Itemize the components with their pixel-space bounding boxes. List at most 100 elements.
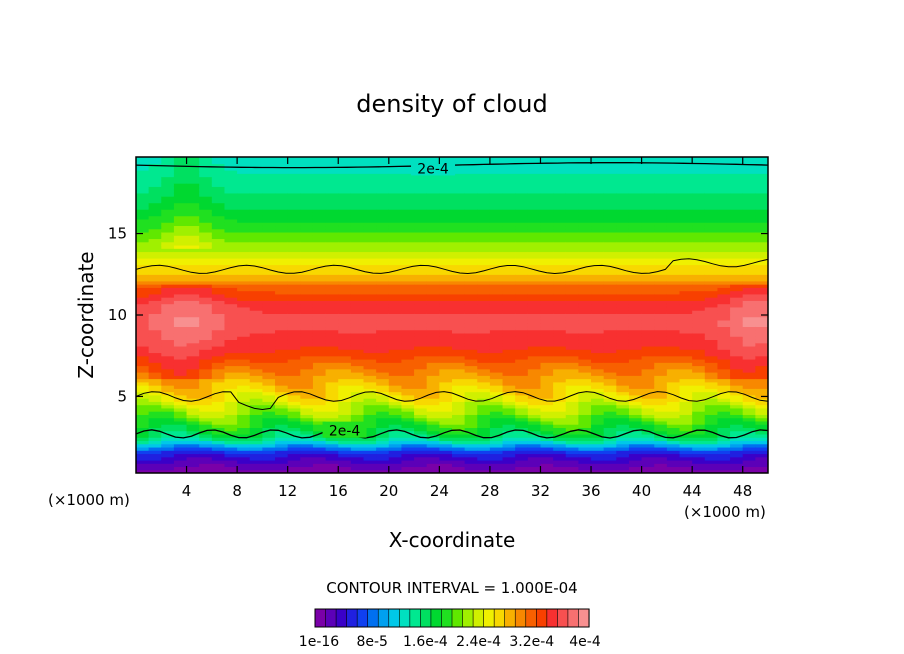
field-cell [540, 440, 554, 445]
field-cell [654, 459, 668, 464]
field-cell [616, 293, 630, 298]
field-cell [502, 192, 516, 197]
field-cell [287, 228, 301, 233]
field-cell [616, 170, 630, 174]
field-cell [325, 274, 339, 279]
field-cell [363, 407, 377, 412]
field-cell [275, 238, 289, 243]
field-cell [742, 267, 756, 272]
field-cell [376, 209, 390, 213]
field-cell [628, 192, 643, 197]
field-cell [237, 437, 251, 442]
field-cell [540, 290, 554, 295]
field-cell [388, 372, 403, 376]
field-cell [452, 186, 466, 191]
field-cell [654, 437, 668, 442]
field-cell [439, 345, 453, 350]
field-cell [692, 244, 706, 249]
field-cell [654, 248, 668, 253]
field-cell [275, 280, 289, 285]
field-cell [464, 231, 478, 236]
field-cell [287, 329, 301, 334]
field-cell [325, 319, 339, 324]
field-cell [654, 469, 668, 473]
field-cell [527, 274, 542, 279]
field-cell [452, 310, 466, 314]
field-cell [628, 290, 643, 295]
field-cell [136, 450, 150, 455]
field-cell [591, 310, 605, 314]
field-cell [540, 189, 554, 194]
field-cell [717, 212, 731, 217]
field-cell [666, 257, 681, 262]
field-cell [414, 212, 428, 217]
field-cell [350, 450, 365, 455]
field-cell [262, 411, 276, 415]
field-cell [578, 446, 592, 451]
field-cell [591, 280, 605, 285]
field-cell [275, 179, 289, 184]
field-cell [515, 319, 529, 324]
field-cell [717, 261, 731, 266]
field-cell [628, 235, 643, 240]
field-cell [262, 437, 276, 442]
field-cell [237, 225, 251, 230]
field-cell [237, 212, 251, 217]
field-cell [388, 199, 403, 204]
field-cell [300, 189, 314, 194]
field-cell [224, 303, 238, 308]
field-cell [401, 316, 415, 321]
field-cell [515, 280, 529, 285]
field-cell [199, 463, 213, 468]
field-cell [654, 381, 668, 386]
field-cell [338, 257, 352, 262]
field-cell [312, 176, 327, 181]
field-cell [312, 166, 327, 171]
field-cell [350, 358, 365, 363]
field-cell [540, 261, 554, 266]
field-cell [414, 192, 428, 197]
field-cell [426, 332, 440, 337]
field-cell [338, 238, 352, 243]
field-cell [439, 407, 453, 412]
field-cell [616, 257, 630, 262]
field-cell [426, 456, 440, 461]
field-cell [628, 202, 643, 207]
field-cell [173, 336, 188, 341]
field-cell [224, 215, 238, 220]
field-cell [325, 280, 339, 285]
field-cell [704, 170, 719, 174]
field-cell [452, 407, 466, 412]
field-cell [325, 391, 339, 396]
field-cell [287, 196, 301, 200]
field-cell [704, 446, 719, 451]
field-cell [755, 358, 768, 363]
field-cell [325, 179, 339, 184]
field-cell [565, 254, 579, 259]
field-cell [515, 469, 529, 473]
field-cell [401, 163, 415, 168]
field-cell [603, 287, 617, 292]
field-cell [363, 388, 377, 393]
field-cell [679, 186, 693, 191]
field-cell [249, 407, 263, 412]
field-cell [540, 358, 554, 363]
field-cell [224, 463, 238, 468]
field-cell [692, 173, 706, 178]
field-cell [502, 290, 516, 295]
field-cell [325, 196, 339, 200]
field-cell [553, 199, 567, 204]
field-cell [553, 235, 567, 240]
field-cell [578, 166, 592, 171]
field-cell [527, 176, 542, 181]
field-cell [350, 170, 365, 174]
field-cell [388, 463, 403, 468]
field-cell [376, 355, 390, 360]
field-cell [641, 238, 655, 243]
field-cell [211, 313, 226, 318]
field-cell [540, 401, 554, 406]
field-cell [363, 192, 377, 197]
field-cell [477, 170, 491, 174]
field-cell [173, 264, 188, 269]
field-cell [641, 417, 655, 422]
